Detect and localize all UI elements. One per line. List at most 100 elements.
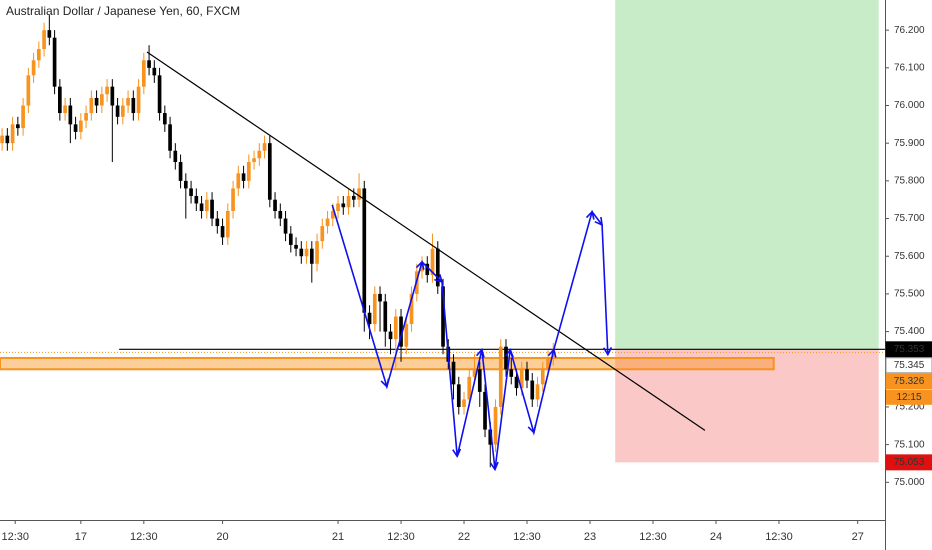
candle-body: [267, 143, 272, 200]
candle-body: [504, 346, 508, 370]
candle-body: [178, 162, 183, 181]
candle-body: [435, 248, 440, 287]
candle-body: [362, 188, 367, 313]
candle-body: [183, 180, 188, 189]
x-tick-label: 23: [584, 531, 596, 543]
candle-body: [341, 203, 346, 208]
candle-body: [530, 380, 535, 400]
candle-body: [157, 75, 162, 114]
arrow-head: [380, 378, 390, 389]
loss-zone: [615, 349, 879, 463]
candle-body: [325, 218, 330, 227]
candle-body: [535, 384, 540, 400]
x-tick-label: 12:30: [387, 531, 415, 543]
candle-body: [110, 86, 115, 106]
candle-body: [84, 113, 88, 121]
candle-body: [488, 429, 493, 445]
candle-body: [204, 199, 209, 212]
candle-body: [5, 135, 10, 144]
candle-body: [21, 105, 25, 129]
candle-body: [525, 369, 529, 381]
candle-body: [136, 86, 141, 114]
candle-body: [425, 263, 430, 276]
candle-body: [246, 162, 251, 181]
candle-body: [467, 376, 472, 400]
candle-body: [152, 67, 157, 76]
arrow-head: [452, 448, 462, 458]
y-tick-label: 76.000: [894, 100, 925, 111]
candle-body: [509, 369, 514, 377]
plot-area: [0, 0, 885, 472]
candle-body: [31, 60, 36, 76]
y-tick-label: 76.100: [894, 62, 925, 73]
candle-body: [404, 324, 409, 347]
candle-body: [89, 97, 94, 114]
candle-body: [399, 316, 403, 347]
candle-body: [241, 173, 246, 181]
price-tag-label: 75.345: [894, 360, 925, 371]
x-tick-label: 17: [75, 531, 87, 543]
candle-body: [288, 233, 293, 245]
candle-body: [309, 248, 314, 264]
candle-body: [47, 30, 52, 38]
candle-body: [294, 244, 298, 249]
price-tag: [885, 373, 932, 390]
candle-body: [367, 312, 372, 325]
candle-body: [10, 124, 15, 144]
arrow-head: [504, 348, 514, 358]
candle-body: [73, 124, 78, 132]
candle-body: [278, 211, 283, 219]
candle-body: [189, 188, 193, 196]
candle-body: [498, 346, 503, 407]
candle-body: [94, 97, 99, 106]
support-zone: [0, 356, 775, 371]
candle-body: [231, 188, 235, 212]
arrow-head: [434, 273, 444, 284]
candle-body: [236, 173, 241, 189]
candle-body: [451, 361, 456, 385]
candle-body: [168, 124, 172, 151]
arrow-head: [547, 348, 557, 358]
candle-body: [63, 105, 67, 114]
candle-body: [42, 30, 46, 49]
candle-body: [115, 105, 120, 117]
profit-zone: [615, 0, 879, 350]
candle-body: [99, 94, 104, 106]
candle-body: [262, 143, 267, 151]
arrow-head: [489, 461, 499, 472]
candle-body: [141, 60, 146, 87]
price-tag-label: 75.353: [894, 344, 925, 355]
candle-body: [357, 188, 361, 200]
countdown-label: 12:15: [896, 392, 921, 403]
candle-body: [220, 226, 225, 238]
candle-body: [372, 293, 377, 325]
candle-body: [26, 75, 31, 106]
y-tick-label: 75.000: [894, 477, 925, 488]
candle-body: [126, 97, 130, 106]
x-tick-label: 21: [332, 531, 344, 543]
candle-body: [252, 158, 256, 163]
candle-body: [257, 150, 262, 159]
candle-body: [330, 211, 335, 219]
y-tick-label: 75.600: [894, 251, 925, 262]
candle-body: [16, 124, 20, 129]
arrow-head: [603, 347, 613, 357]
candle-body: [273, 199, 277, 212]
candle-body: [483, 391, 487, 430]
y-tick-label: 75.700: [894, 213, 925, 224]
candle-body: [173, 150, 178, 163]
candle-body: [199, 203, 204, 212]
y-tick-label: 75.500: [894, 289, 925, 300]
candle-body: [519, 369, 524, 389]
candle-body: [315, 241, 319, 264]
candle-body: [346, 195, 351, 208]
candle-body: [194, 195, 199, 204]
y-tick-label: 75.100: [894, 439, 925, 450]
candle-body: [78, 120, 83, 132]
countdown-tag: [886, 389, 932, 405]
candle-body: [477, 369, 482, 392]
candle-body: [320, 226, 325, 242]
candle-body: [393, 316, 398, 340]
candle-body: [68, 105, 73, 125]
